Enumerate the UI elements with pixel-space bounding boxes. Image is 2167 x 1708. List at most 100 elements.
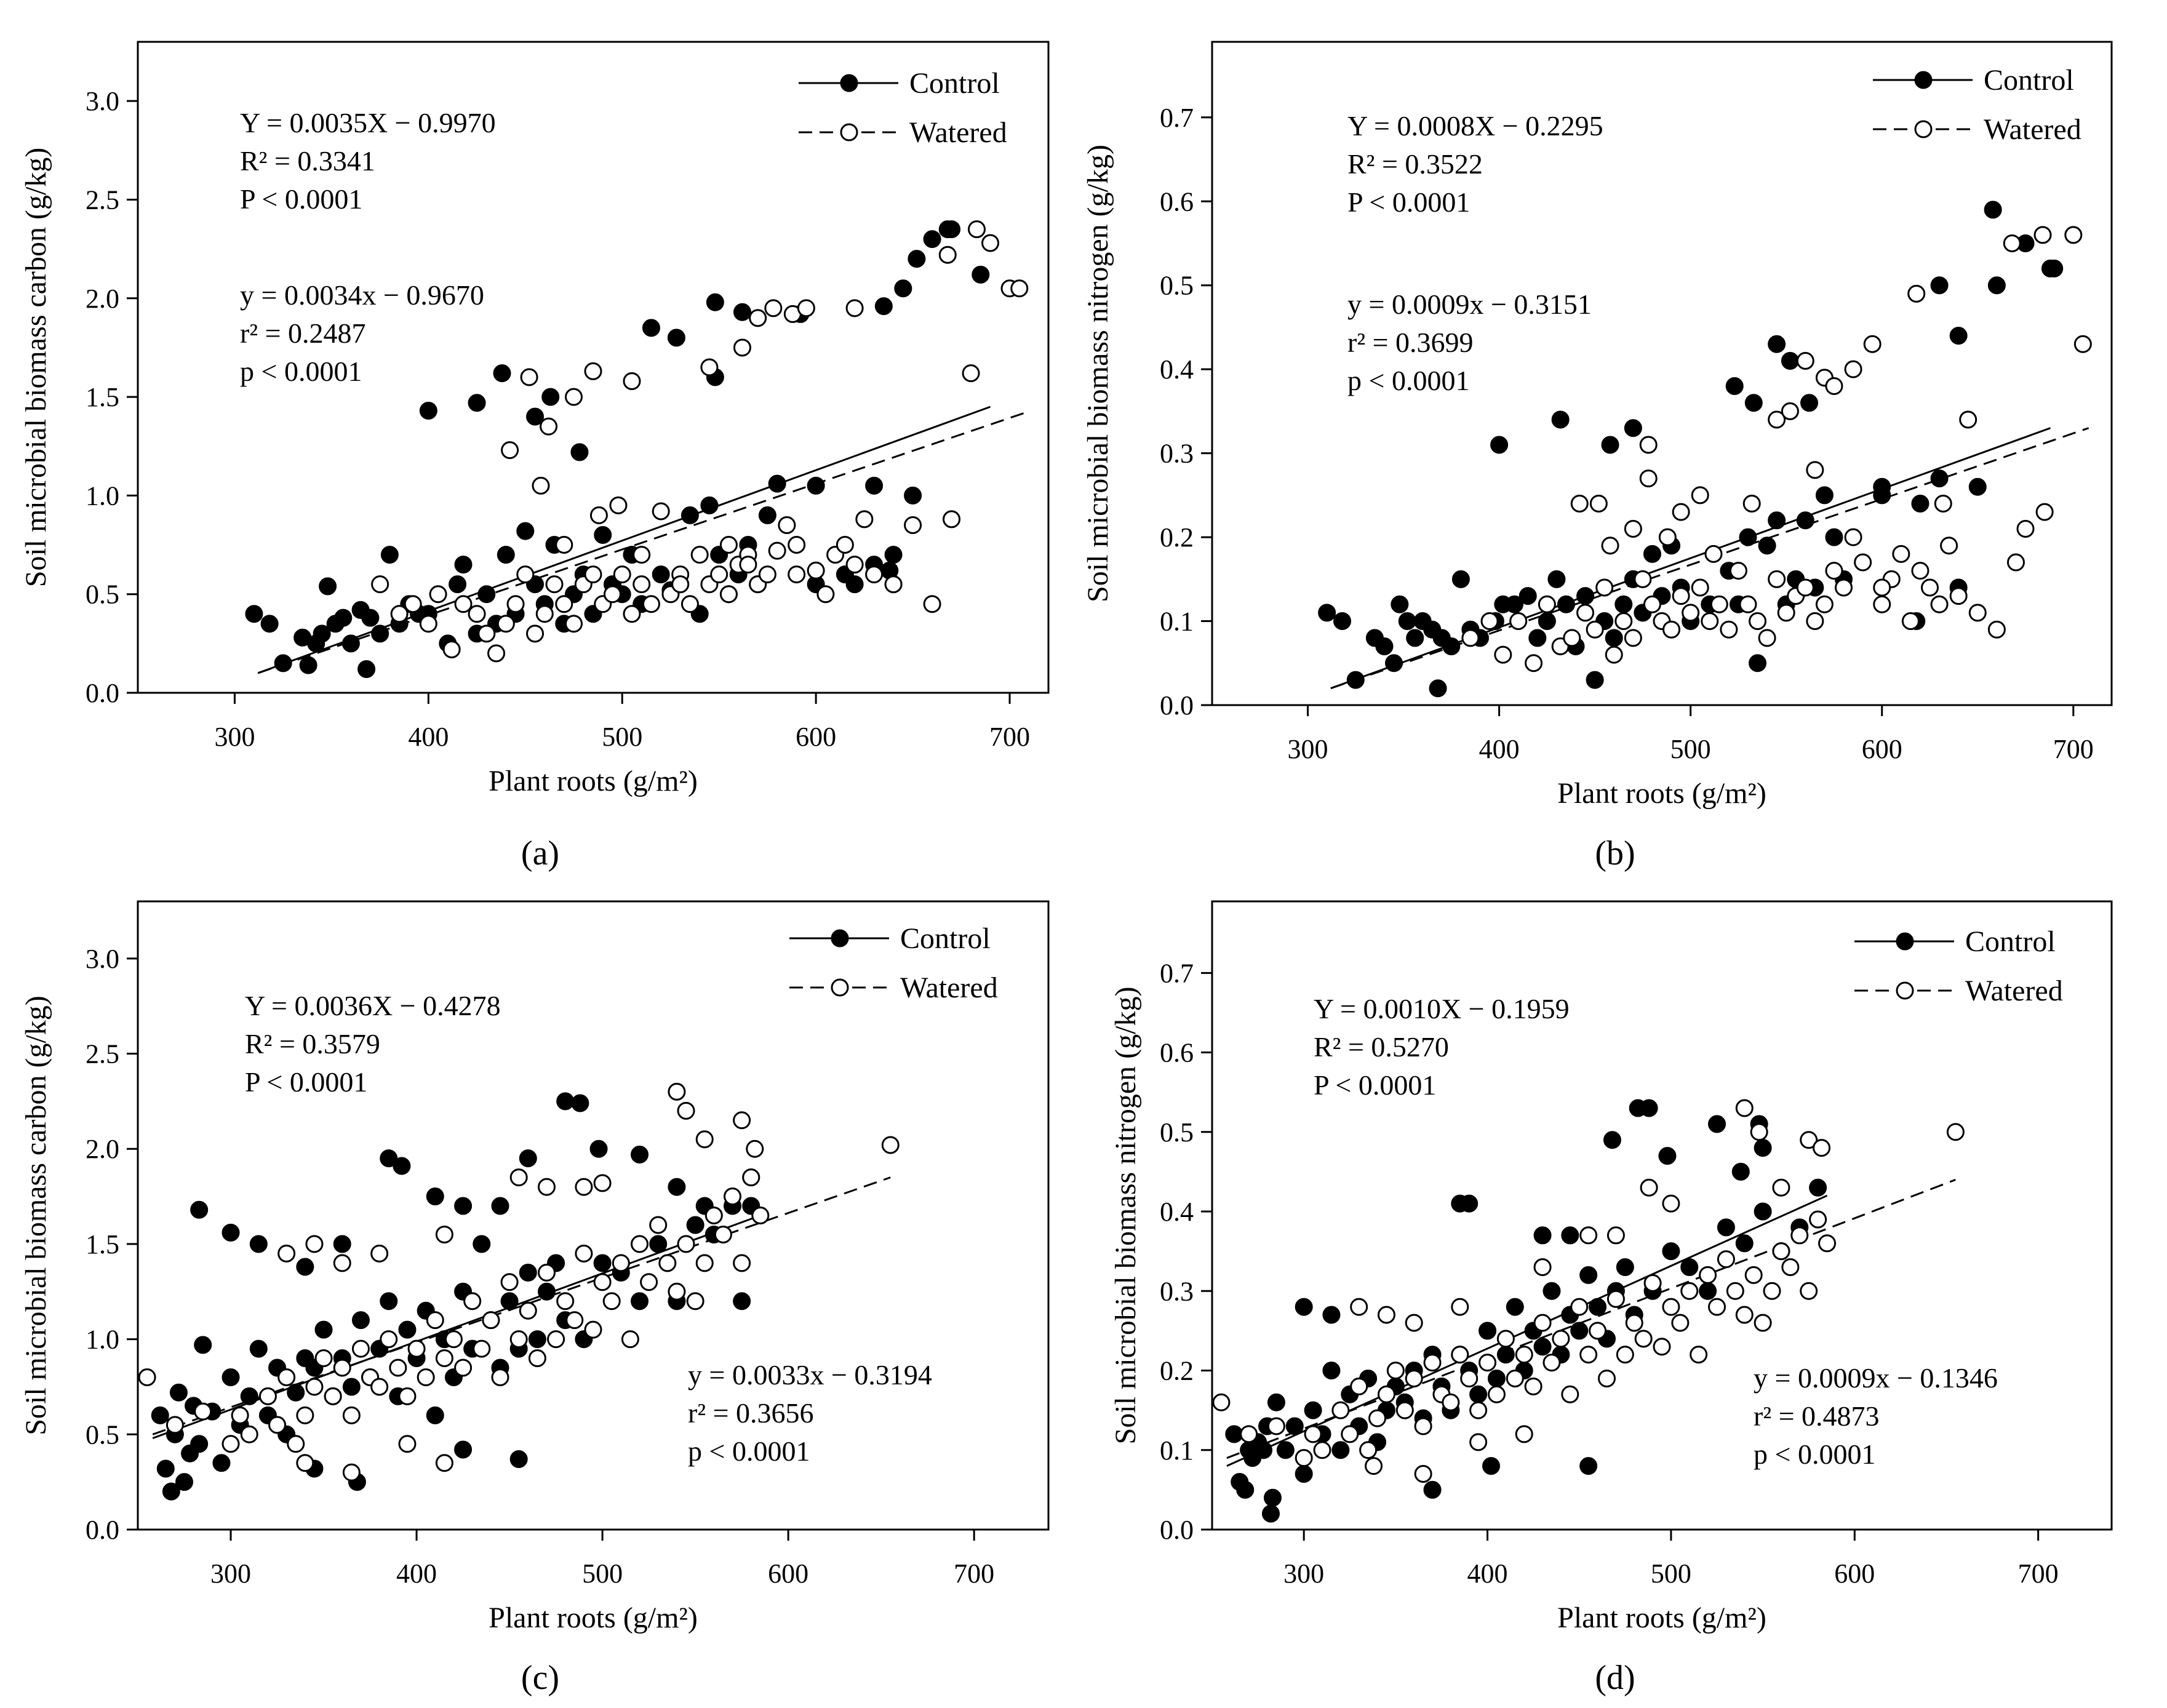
control-point [923,230,941,249]
watered-point [555,536,573,554]
watered-point [342,1406,361,1424]
control-point [497,546,515,564]
watered-point [1800,1131,1818,1149]
control-point [477,585,496,604]
watered-point [962,364,980,383]
control-point [1285,1417,1304,1435]
watered-point [719,536,738,554]
watered-point [1750,1123,1768,1141]
x-tick-label: 300 [210,1558,251,1589]
x-tick-label: 400 [408,722,449,752]
watered-point [351,1339,370,1358]
x-tick-label: 400 [396,1558,437,1589]
legend-watered-marker [840,123,858,142]
watered-point [733,338,751,357]
watered-point [1690,1346,1708,1364]
watered-point [2016,519,2035,538]
x-tick-label: 500 [1670,734,1711,764]
watered-point [1691,486,1709,505]
control-point [1561,1226,1579,1245]
control-point [175,1473,194,1491]
control-point [169,1383,188,1402]
watered-point [1451,1346,1469,1364]
x-axis-title: Plant roots (g/m²) [1557,777,1766,810]
control-point [334,609,353,627]
control-point [221,1223,240,1242]
control-point [1754,1202,1772,1221]
watered-point [668,1082,686,1101]
watered-point [1987,620,2006,639]
control-point [454,1440,473,1459]
watered-point [532,476,550,495]
x-tick-label: 400 [1479,734,1520,764]
watered-point [1614,612,1633,631]
control-point [426,1406,444,1424]
plot-frame [1211,900,2113,1531]
watered-point [556,1292,575,1311]
watered-point [1744,1266,1763,1284]
watered-point [1806,461,1824,479]
watered-point [704,1207,723,1224]
watered-point [788,565,806,584]
control-point [1533,1226,1552,1245]
y-tick-label: 0.2 [1160,522,1194,553]
watered-point [633,575,651,594]
control-point [1800,394,1819,412]
watered-point [1365,1457,1383,1475]
control-point [194,1336,212,1354]
watered-point [1710,595,1728,613]
watered-point [1892,545,1910,563]
watered-point [1606,1226,1625,1245]
control-point [571,1094,589,1112]
watered-point [1377,1385,1395,1403]
watered-point [1772,1242,1790,1261]
control-point [1744,394,1763,412]
watered-point [1911,562,1930,580]
watered-point [516,565,535,584]
control-point [351,1311,370,1330]
control-point [807,476,825,495]
watered-point [333,1359,351,1377]
watered-point [491,1368,509,1386]
control-point [249,1339,268,1358]
watered-point [1509,612,1528,631]
watered-point [1825,377,1843,395]
watered-point [1368,1409,1387,1427]
control-point [1658,1147,1677,1165]
control-point [1469,1385,1488,1403]
y-axis-title: Soil microbial biomass nitrogen (g/kg) [1109,987,1142,1445]
watered-point [1624,629,1642,647]
watered-point [258,1387,277,1405]
y-axis-title: Soil microbial biomass carbon (g/kg) [20,996,52,1435]
control-point [768,474,786,493]
control-point [380,1149,398,1168]
watered-point [589,506,608,524]
control-point [1911,495,1930,513]
watered-point [419,615,437,633]
watered-point [454,1359,473,1377]
watered-point [602,1292,621,1311]
y-tick-label: 0.5 [86,580,119,610]
watered-point [710,565,728,584]
watered-point [668,1282,686,1301]
watered-point [700,358,719,377]
watered-point [1800,1282,1818,1300]
watered-point [575,1178,593,1196]
watered-point [695,1254,714,1272]
control-point [884,546,903,564]
control-point [1518,587,1537,605]
watered-point [1781,1258,1800,1277]
control-point [357,660,376,679]
watered-point [1570,1298,1589,1316]
control-point [631,1292,649,1311]
watered-point [797,299,815,317]
control-point [468,394,486,412]
watered-point [565,1311,584,1330]
watered-point [807,561,825,580]
control-point [668,1178,686,1196]
watered-point [1818,1234,1837,1253]
control-point [1482,1457,1501,1475]
watered-point [836,536,854,554]
control-point [1717,1218,1735,1237]
regression-equation-text: R² = 0.3341 [240,145,375,177]
